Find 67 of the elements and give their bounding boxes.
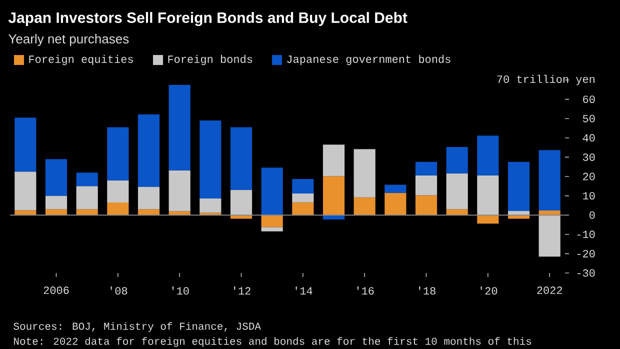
- bar: [354, 149, 376, 198]
- bar: [384, 184, 406, 193]
- bar: [292, 179, 314, 194]
- x-tick-label: '08: [110, 286, 128, 295]
- bar: [14, 172, 36, 210]
- x-tick-label: '18: [419, 286, 436, 295]
- bar: [45, 196, 68, 210]
- y-tick-label: -30: [577, 269, 595, 277]
- bar: [477, 136, 499, 176]
- x-tick-label: '12: [234, 286, 250, 295]
- x-tick-label: '16: [357, 286, 374, 295]
- bar: [354, 197, 376, 216]
- bar: [292, 193, 314, 202]
- bar: [230, 190, 252, 216]
- y-tick-label: 20: [583, 172, 595, 180]
- y-tick-label: 30: [582, 153, 595, 161]
- x-tick-label: '10: [172, 286, 189, 295]
- x-tick-label: 2006: [44, 286, 69, 294]
- bar: [292, 202, 314, 216]
- bar: [45, 159, 68, 196]
- bar: [168, 84, 190, 170]
- bar: [261, 168, 283, 216]
- bar: [138, 114, 160, 187]
- bar: [261, 215, 283, 228]
- bar: [415, 175, 438, 196]
- text: Note: 2022 data for foreign equities and bonds are for the first 10 months of this: [14, 337, 532, 347]
- chart-subtitle: Yearly net purchases: [8, 34, 129, 46]
- bar: [76, 186, 98, 210]
- x-tick-label: '14: [296, 286, 312, 295]
- x-tick-label: 2022: [537, 286, 562, 294]
- legend-label: Foreign equities: [29, 54, 133, 66]
- bar: [138, 186, 160, 210]
- bar: [261, 227, 283, 232]
- bar: [538, 215, 560, 257]
- y-tick-label: 60: [583, 96, 595, 104]
- bar: [14, 118, 36, 172]
- bar: [446, 173, 468, 210]
- bar: [107, 202, 129, 216]
- legend-label: Japanese government bonds: [287, 54, 450, 66]
- bar: [415, 195, 438, 216]
- bar: [415, 162, 438, 176]
- bar: [168, 170, 190, 212]
- bar: [322, 144, 345, 176]
- x-tick-label: '20: [480, 286, 498, 295]
- y-tick-label: 0: [590, 211, 595, 219]
- bar: [477, 215, 499, 224]
- bar: [200, 120, 222, 199]
- bar: [508, 162, 530, 212]
- bar: [477, 175, 499, 216]
- y-tick-label: 70 trillion yen: [497, 74, 594, 86]
- y-tick-label: 40: [582, 134, 595, 142]
- bar: [200, 198, 222, 213]
- y-tick-label: 50: [582, 114, 595, 122]
- bar: [446, 146, 468, 174]
- bar: [76, 172, 98, 186]
- y-tick-label: 10: [583, 192, 595, 200]
- bar: [107, 127, 129, 180]
- bar: [538, 150, 560, 210]
- y-tick-label: -20: [577, 250, 595, 258]
- bar: [322, 176, 345, 216]
- bar: [230, 127, 252, 190]
- y-tick-label: -10: [577, 230, 595, 238]
- legend-label: Foreign bonds: [168, 54, 252, 66]
- chart-title: Japan Investors Sell Foreign Bonds and Buy Local Debt: [8, 12, 408, 26]
- bar: [384, 192, 406, 216]
- bar: [107, 180, 129, 203]
- source-note: Sources: BOJ, Ministry of Finance, JSDA: [14, 322, 261, 332]
